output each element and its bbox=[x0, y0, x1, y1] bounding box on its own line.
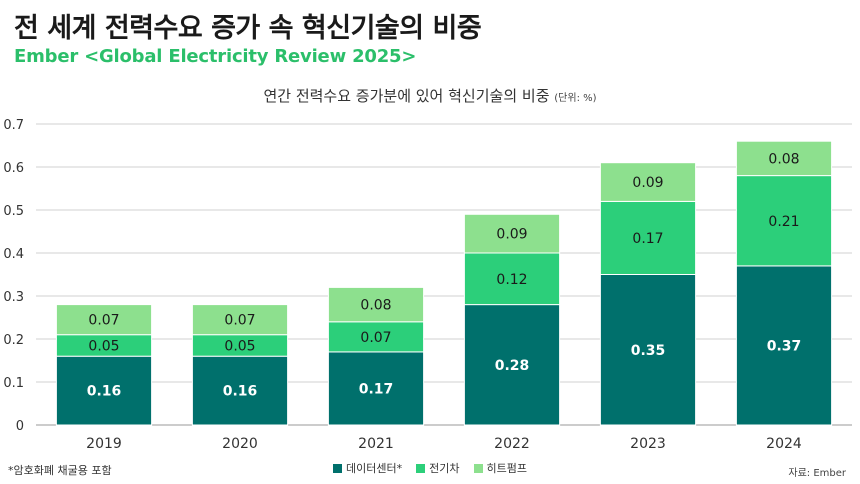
legend-item-heat-pump: 히트펌프 bbox=[473, 460, 527, 476]
data-label: 0.07 bbox=[360, 330, 391, 346]
y-tick-label: 0.4 bbox=[3, 247, 24, 262]
x-tick-label: 2021 bbox=[358, 436, 394, 452]
y-tick-label: 0 bbox=[16, 419, 24, 434]
data-label: 0.09 bbox=[632, 175, 663, 191]
y-tick-label: 0.1 bbox=[3, 376, 24, 391]
data-label: 0.09 bbox=[496, 227, 527, 243]
bar-segment bbox=[191, 304, 289, 336]
data-label: 0.28 bbox=[495, 358, 530, 374]
legend-label-ev: 전기차 bbox=[429, 462, 460, 475]
x-tick-label: 2023 bbox=[630, 436, 666, 452]
bar-segment bbox=[599, 274, 697, 426]
chart-title-container: 연간 전력수요 증가분에 있어 혁신기술의 비중 (단위: %) bbox=[0, 85, 860, 106]
legend-swatch-data-center bbox=[333, 463, 343, 473]
data-label: 0.05 bbox=[88, 338, 119, 354]
y-tick-label: 0.6 bbox=[3, 161, 24, 176]
source-credit: 자료: Ember bbox=[788, 468, 846, 479]
bar-segment bbox=[55, 304, 153, 336]
data-label: 0.05 bbox=[224, 338, 255, 354]
x-tick-label: 2022 bbox=[494, 436, 530, 452]
bar-segment bbox=[463, 252, 561, 306]
legend-swatch-heat-pump bbox=[473, 463, 483, 473]
bar-segment bbox=[735, 265, 833, 426]
data-label: 0.16 bbox=[87, 384, 122, 400]
bar-segment bbox=[735, 175, 833, 267]
y-tick-label: 0.3 bbox=[3, 290, 24, 305]
x-tick-label: 2019 bbox=[86, 436, 122, 452]
y-tick-label: 0.5 bbox=[3, 204, 24, 219]
y-tick-label: 0.7 bbox=[3, 118, 24, 133]
x-tick-label: 2024 bbox=[766, 436, 802, 452]
legend-item-data-center: 데이터센터* bbox=[333, 460, 402, 476]
data-label: 0.17 bbox=[359, 381, 394, 397]
data-label: 0.08 bbox=[768, 151, 799, 167]
data-label: 0.16 bbox=[223, 384, 258, 400]
bar-segment bbox=[327, 351, 425, 426]
legend-item-ev: 전기차 bbox=[416, 460, 460, 476]
bar-segment bbox=[735, 140, 833, 177]
chart-title-unit: (단위: %) bbox=[554, 93, 597, 104]
bar-segment bbox=[599, 200, 697, 275]
data-label: 0.35 bbox=[631, 343, 666, 359]
legend-label-heat-pump: 히트펌프 bbox=[486, 462, 527, 475]
x-tick-label: 2020 bbox=[222, 436, 258, 452]
y-tick-label: 0.2 bbox=[3, 333, 24, 348]
bar-segment bbox=[599, 162, 697, 202]
bar-segment bbox=[463, 213, 561, 254]
data-label: 0.21 bbox=[768, 214, 799, 230]
bar-segment bbox=[327, 321, 425, 353]
data-label: 0.07 bbox=[224, 313, 255, 329]
bar-segment bbox=[327, 286, 425, 323]
data-label: 0.07 bbox=[88, 313, 119, 329]
page-subtitle: Ember <Global Electricity Review 2025> bbox=[14, 46, 417, 67]
legend-label-data-center: 데이터센터* bbox=[346, 462, 403, 475]
legend-swatch-ev bbox=[416, 463, 426, 473]
legend: 데이터센터* 전기차 히트펌프 bbox=[0, 460, 860, 476]
footnote: *암호화폐 채굴용 포함 bbox=[8, 464, 112, 477]
data-label: 0.17 bbox=[632, 231, 663, 247]
data-label: 0.08 bbox=[360, 298, 391, 314]
data-label: 0.37 bbox=[767, 338, 802, 354]
bar-segment bbox=[191, 355, 289, 426]
bar-segment bbox=[463, 304, 561, 426]
chart-title: 연간 전력수요 증가분에 있어 혁신기술의 비중 bbox=[263, 87, 550, 105]
bar-segment bbox=[55, 355, 153, 426]
page-title: 전 세계 전력수요 증가 속 혁신기술의 비중 bbox=[14, 13, 482, 44]
data-label: 0.12 bbox=[496, 272, 527, 288]
